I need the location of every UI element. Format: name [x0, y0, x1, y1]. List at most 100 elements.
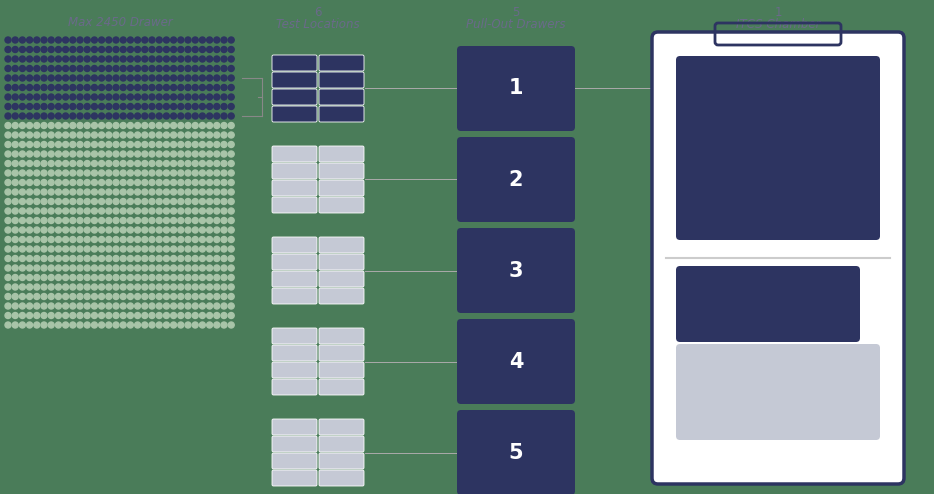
Circle shape [134, 104, 141, 110]
Circle shape [214, 113, 219, 119]
Circle shape [49, 208, 54, 214]
Circle shape [185, 313, 191, 319]
Circle shape [171, 303, 177, 309]
Circle shape [99, 237, 105, 243]
Circle shape [106, 179, 112, 186]
Circle shape [5, 189, 11, 195]
Circle shape [134, 275, 141, 281]
Circle shape [120, 246, 126, 252]
Circle shape [63, 199, 68, 205]
Circle shape [34, 84, 40, 90]
Circle shape [192, 275, 198, 281]
Circle shape [228, 284, 234, 290]
Circle shape [177, 284, 184, 290]
Circle shape [134, 46, 141, 52]
Circle shape [41, 104, 47, 110]
Circle shape [156, 303, 163, 309]
Circle shape [177, 227, 184, 233]
Circle shape [149, 217, 155, 223]
Circle shape [134, 199, 141, 205]
Circle shape [49, 284, 54, 290]
Circle shape [92, 141, 97, 148]
Circle shape [55, 161, 62, 166]
Circle shape [199, 46, 205, 52]
Circle shape [84, 293, 91, 299]
Circle shape [228, 56, 234, 62]
Circle shape [221, 161, 227, 166]
Circle shape [106, 255, 112, 261]
Circle shape [192, 293, 198, 299]
Circle shape [185, 275, 191, 281]
FancyBboxPatch shape [457, 410, 575, 494]
Circle shape [113, 46, 119, 52]
FancyBboxPatch shape [272, 106, 317, 122]
Circle shape [185, 141, 191, 148]
Circle shape [12, 237, 18, 243]
Circle shape [185, 189, 191, 195]
Circle shape [26, 37, 33, 43]
Circle shape [113, 189, 119, 195]
Circle shape [55, 84, 62, 90]
Circle shape [185, 303, 191, 309]
FancyBboxPatch shape [272, 288, 317, 304]
Circle shape [106, 123, 112, 128]
Circle shape [163, 104, 169, 110]
Circle shape [92, 75, 97, 81]
Circle shape [163, 170, 169, 176]
Circle shape [70, 227, 76, 233]
Circle shape [142, 132, 148, 138]
Circle shape [185, 227, 191, 233]
Circle shape [206, 199, 213, 205]
Circle shape [70, 265, 76, 271]
Circle shape [185, 56, 191, 62]
Circle shape [5, 255, 11, 261]
Circle shape [199, 217, 205, 223]
Circle shape [214, 303, 219, 309]
Circle shape [163, 37, 169, 43]
Circle shape [177, 84, 184, 90]
Circle shape [120, 303, 126, 309]
Circle shape [142, 94, 148, 100]
Circle shape [206, 151, 213, 157]
Circle shape [221, 199, 227, 205]
Circle shape [77, 275, 83, 281]
Circle shape [84, 313, 91, 319]
Circle shape [70, 113, 76, 119]
Text: 1: 1 [774, 5, 782, 18]
Circle shape [26, 170, 33, 176]
Circle shape [142, 199, 148, 205]
Circle shape [113, 161, 119, 166]
Circle shape [99, 189, 105, 195]
Circle shape [127, 227, 134, 233]
Circle shape [228, 255, 234, 261]
Circle shape [149, 255, 155, 261]
Circle shape [192, 170, 198, 176]
Circle shape [49, 113, 54, 119]
Circle shape [5, 161, 11, 166]
Circle shape [99, 313, 105, 319]
Circle shape [92, 56, 97, 62]
Circle shape [177, 75, 184, 81]
Circle shape [177, 56, 184, 62]
Circle shape [34, 179, 40, 186]
Circle shape [63, 161, 68, 166]
Circle shape [34, 161, 40, 166]
Circle shape [55, 94, 62, 100]
Circle shape [199, 208, 205, 214]
Circle shape [55, 179, 62, 186]
Circle shape [171, 265, 177, 271]
Circle shape [63, 217, 68, 223]
Circle shape [34, 56, 40, 62]
Circle shape [113, 56, 119, 62]
Circle shape [34, 46, 40, 52]
Circle shape [171, 255, 177, 261]
Circle shape [5, 208, 11, 214]
Circle shape [127, 237, 134, 243]
Circle shape [41, 56, 47, 62]
Circle shape [49, 132, 54, 138]
Circle shape [34, 313, 40, 319]
Circle shape [41, 265, 47, 271]
Circle shape [12, 141, 18, 148]
Circle shape [70, 293, 76, 299]
FancyBboxPatch shape [319, 89, 364, 105]
